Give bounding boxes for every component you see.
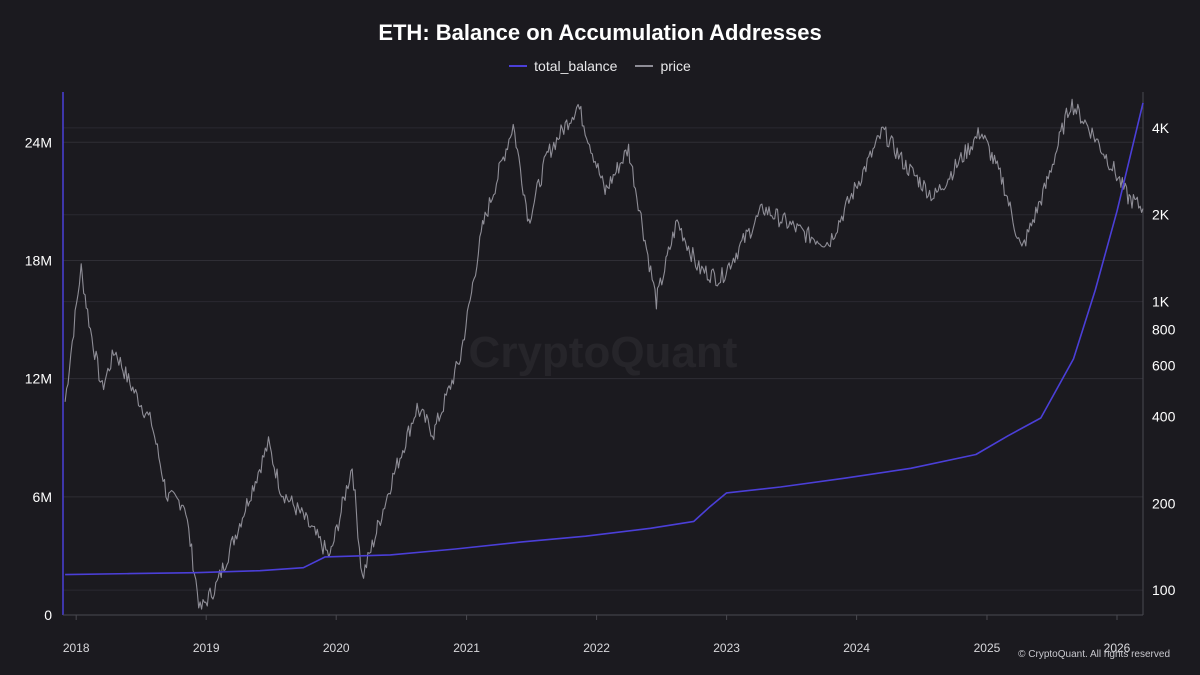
y-right-tick-label: 2K — [1152, 207, 1170, 223]
y-right-tick-label: 800 — [1152, 322, 1176, 338]
y-right-tick-label: 600 — [1152, 358, 1176, 374]
x-tick-label: 2018 — [63, 641, 90, 655]
axes — [62, 92, 1144, 620]
tick-labels: 0 6M 12M 18M 24M 100 200 400 600 800 1K 2K 4K 2018 201… — [25, 120, 1176, 655]
series-layer — [64, 98, 1144, 610]
y-right-tick-label: 100 — [1152, 582, 1176, 598]
x-tick-label: 2022 — [583, 641, 610, 655]
y-left-tick-label: 18M — [25, 252, 52, 268]
y-right-tick-label: 400 — [1152, 408, 1176, 424]
legend-swatch-total-balance — [509, 65, 528, 67]
legend-item-price[interactable]: price — [635, 58, 691, 74]
x-tick-label: 2019 — [193, 641, 220, 655]
x-tick-label: 2024 — [843, 641, 870, 655]
series-line-price — [64, 98, 1144, 610]
legend-item-total-balance[interactable]: total_balance — [509, 58, 617, 74]
y-right-tick-label: 4K — [1152, 120, 1170, 136]
chart-title: ETH: Balance on Accumulation Addresses — [378, 20, 822, 45]
grid — [63, 127, 1143, 591]
y-left-tick-label: 6M — [33, 489, 52, 505]
x-tick-label: 2026 — [1104, 641, 1131, 655]
x-tick-label: 2021 — [453, 641, 480, 655]
y-left-tick-label: 24M — [25, 134, 52, 150]
series-line-total-balance — [65, 102, 1144, 576]
y-left-tick-label: 12M — [25, 371, 52, 387]
legend: total_balance price — [0, 58, 1200, 74]
legend-label-price: price — [660, 58, 691, 74]
x-tick-label: 2020 — [323, 641, 350, 655]
y-left-tick-label: 0 — [44, 607, 52, 623]
x-tick-label: 2025 — [974, 641, 1001, 655]
watermark: CryptoQuant — [469, 328, 738, 377]
legend-swatch-price — [635, 65, 654, 67]
y-right-tick-label: 200 — [1152, 495, 1176, 511]
y-right-tick-label: 1K — [1152, 294, 1170, 310]
x-tick-label: 2023 — [713, 641, 740, 655]
copyright-notice: © CryptoQuant. All rights reserved — [1018, 649, 1170, 660]
legend-label-total-balance: total_balance — [534, 58, 618, 74]
